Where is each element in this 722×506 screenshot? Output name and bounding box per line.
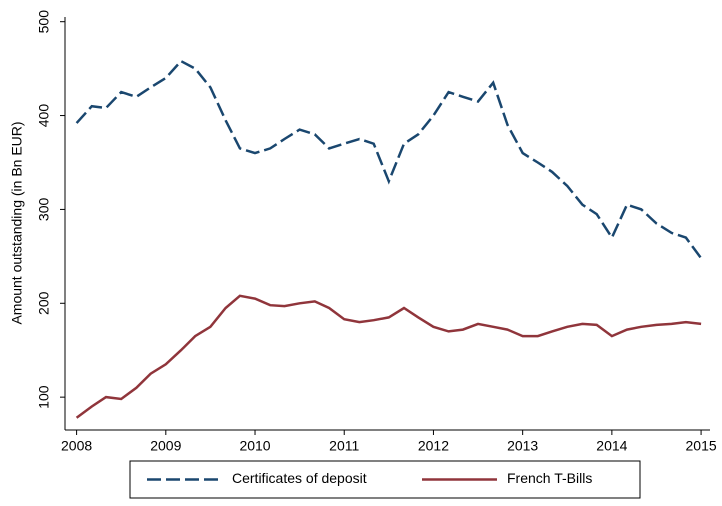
y-tick-label: 400 xyxy=(36,104,52,128)
x-tick-label: 2008 xyxy=(61,438,92,454)
x-tick-label: 2012 xyxy=(418,438,449,454)
series-line xyxy=(75,294,702,419)
x-tick-label: 2011 xyxy=(329,438,359,454)
x-tick-label: 2015 xyxy=(686,438,717,454)
legend-label: Certificates of deposit xyxy=(232,470,367,486)
legend-label: French T-Bills xyxy=(507,470,592,486)
x-tick-label: 2013 xyxy=(507,438,538,454)
x-tick-label: 2010 xyxy=(239,438,270,454)
x-tick-label: 2009 xyxy=(150,438,181,454)
y-tick-label: 300 xyxy=(36,198,52,222)
series-line xyxy=(75,59,703,259)
y-tick-label: 100 xyxy=(36,385,52,409)
y-tick-label: 200 xyxy=(36,291,52,315)
y-tick-label: 500 xyxy=(36,10,52,34)
y-axis-label: Amount outstanding (in Bn EUR) xyxy=(9,121,25,324)
x-tick-label: 2014 xyxy=(596,438,627,454)
